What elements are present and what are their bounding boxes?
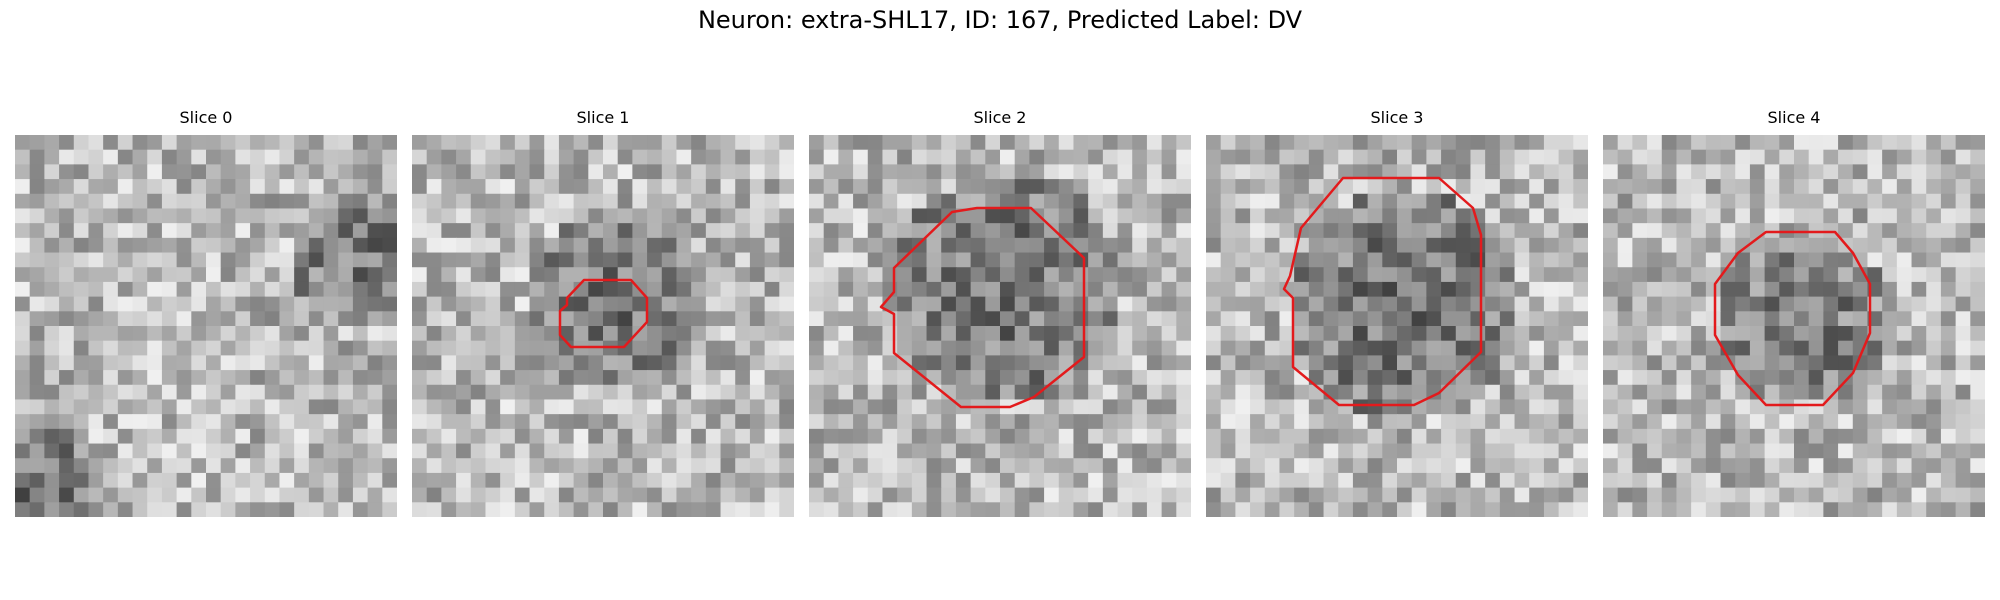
slice-panel-2: Slice 2 [809,107,1191,517]
slice-image [809,135,1191,517]
slice-title: Slice 4 [1767,108,1821,127]
slice-panel-1: Slice 1 [412,107,794,517]
grayscale-pixel-grid [809,135,1191,517]
slice-panel-0: Slice 0 [15,107,397,517]
slice-panel-3: Slice 3 [1206,107,1588,517]
slice-panel-4: Slice 4 [1603,107,1985,517]
slice-image [1603,135,1985,517]
grayscale-pixel-grid [1206,135,1588,517]
grayscale-pixel-grid [412,135,794,517]
slice-title: Slice 0 [179,108,233,127]
grayscale-pixel-grid [15,135,397,517]
grayscale-pixel-grid [1603,135,1985,517]
contour-outline [1713,230,1872,407]
slice-image [1206,135,1588,517]
figure-title: Neuron: extra-SHL17, ID: 167, Predicted … [697,6,1303,34]
slice-image [15,135,397,517]
contour-outline [1282,176,1483,407]
contour-outline [558,278,649,349]
contour-outline [879,206,1086,409]
slice-title: Slice 2 [973,108,1027,127]
slice-image [412,135,794,517]
slice-title: Slice 3 [1370,108,1424,127]
slice-title: Slice 1 [576,108,630,127]
